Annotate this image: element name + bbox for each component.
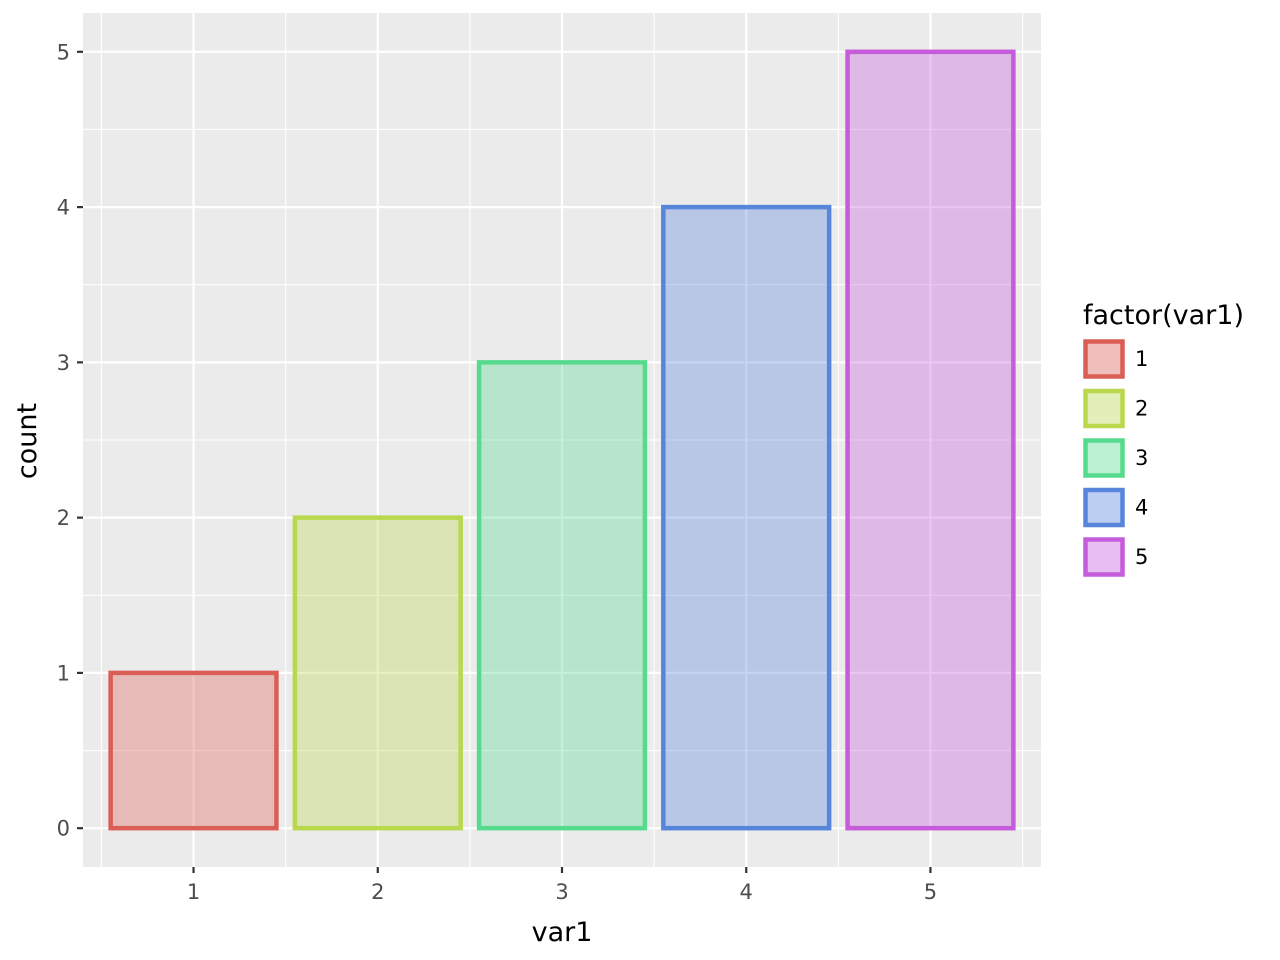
x-axis: 1 2 3 4 5 [187, 867, 937, 904]
x-axis-title: var1 [532, 917, 593, 948]
y-tick-label: 4 [57, 196, 70, 220]
legend-key-bg [1084, 439, 1124, 477]
y-tick-label: 1 [57, 661, 70, 685]
legend-key-bg [1084, 538, 1124, 576]
x-tick-label: 5 [924, 880, 937, 904]
y-axis-title: count [12, 403, 43, 479]
legend-label-5: 5 [1135, 545, 1148, 569]
y-tick-label: 5 [57, 40, 70, 64]
bar-2 [292, 515, 463, 831]
bar-3 [476, 360, 648, 831]
y-axis: 0 1 2 3 4 5 [57, 40, 83, 841]
legend: factor(var1) 1 2 3 4 5 [1083, 300, 1244, 577]
y-tick-label: 2 [57, 506, 70, 530]
y-tick-label: 0 [57, 817, 70, 841]
x-tick-label: 2 [371, 880, 384, 904]
x-tick-label: 1 [187, 880, 200, 904]
legend-label-4: 4 [1135, 496, 1148, 520]
legend-key-bg [1084, 488, 1124, 527]
x-tick-label: 4 [740, 880, 753, 904]
x-tick-label: 3 [555, 880, 568, 904]
legend-key-4 [1083, 487, 1125, 528]
legend-label-1: 1 [1135, 347, 1148, 371]
legend-items: 1 2 3 4 5 [1083, 339, 1148, 577]
legend-key-bg [1084, 340, 1124, 378]
legend-label-2: 2 [1135, 397, 1148, 421]
legend-key-1 [1083, 339, 1125, 379]
legend-key-bg [1084, 389, 1124, 428]
bars [108, 49, 1016, 831]
legend-key-3 [1083, 438, 1125, 478]
legend-key-2 [1083, 388, 1125, 429]
bar-1 [108, 670, 279, 831]
y-tick-label: 3 [57, 351, 70, 375]
legend-title: factor(var1) [1083, 300, 1244, 331]
legend-label-3: 3 [1135, 446, 1148, 470]
bar-4 [661, 204, 832, 831]
bar-5 [845, 49, 1016, 831]
legend-key-5 [1083, 537, 1125, 577]
